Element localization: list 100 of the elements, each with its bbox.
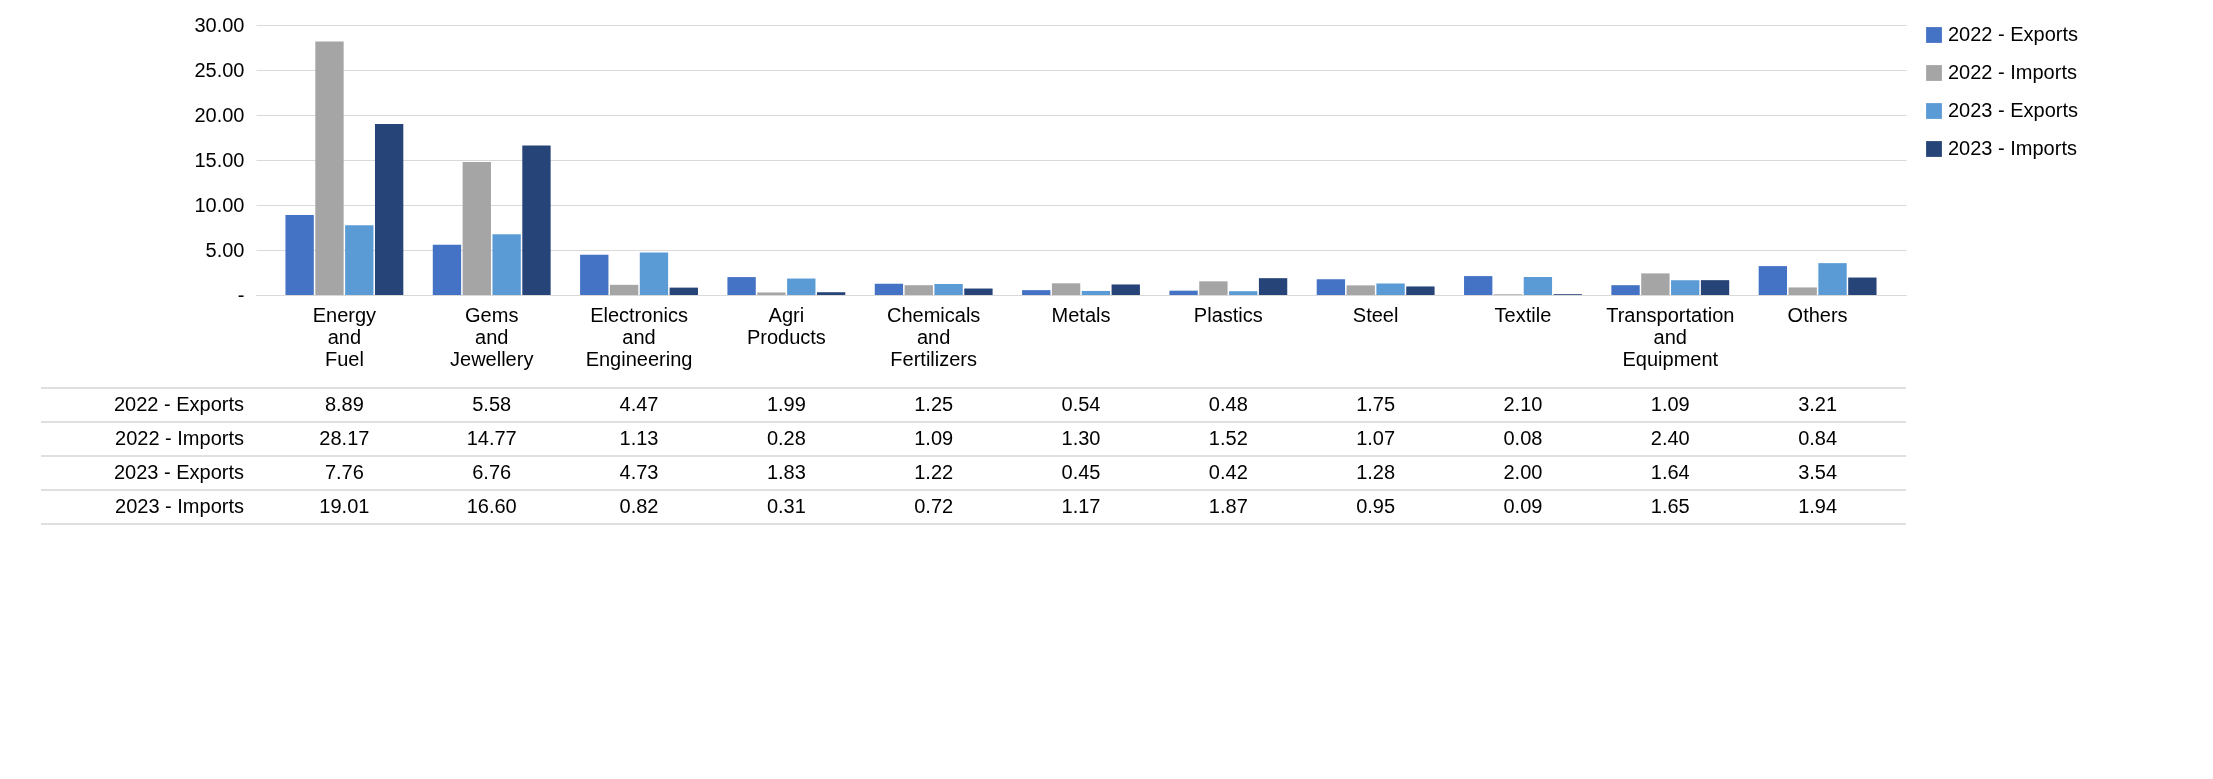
data-label: 0.82	[619, 495, 659, 517]
data-label: 3.54	[1798, 461, 1838, 483]
bar	[874, 283, 904, 295]
bar	[1376, 283, 1405, 295]
bar	[816, 292, 846, 295]
data-label: 19.01	[319, 495, 370, 517]
data-label: 14.77	[466, 427, 517, 449]
data-label: 0.08	[1503, 427, 1543, 449]
bar	[1641, 273, 1670, 295]
y-tick-label: 15.00	[194, 148, 245, 171]
bar	[1258, 278, 1288, 295]
data-label: 2.10	[1503, 393, 1543, 415]
bar	[580, 254, 609, 295]
data-label: 1.52	[1208, 427, 1248, 449]
data-label: 1.75	[1356, 393, 1396, 415]
data-label: 1.64	[1650, 461, 1690, 483]
data-label: 2.40	[1650, 427, 1690, 449]
bar	[1316, 279, 1346, 295]
bar	[345, 225, 374, 295]
data-label: 0.48	[1208, 393, 1248, 415]
data-label: 0.45	[1061, 461, 1101, 483]
bar	[1051, 283, 1081, 295]
data-label: 6.76	[472, 461, 512, 483]
x-tick-label: Plastics	[1193, 303, 1263, 326]
x-tick-label: Chemicals and Fertilizers	[887, 303, 981, 370]
bar	[1671, 280, 1700, 295]
data-label: 1.13	[619, 427, 659, 449]
data-label: 0.42	[1208, 461, 1248, 483]
bar	[1346, 285, 1375, 295]
data-label: 0.28	[766, 427, 806, 449]
bar	[1818, 263, 1847, 295]
data-label: 5.58	[472, 393, 512, 415]
x-tick-label: Gems and Jewellery	[450, 303, 534, 370]
y-tick-label: 20.00	[194, 103, 245, 126]
data-label: 1.99	[766, 393, 806, 415]
data-label: 4.73	[619, 461, 659, 483]
data-label: 16.60	[466, 495, 517, 517]
x-tick-label: Transportation and Equipment	[1606, 303, 1735, 370]
bar	[1229, 291, 1258, 295]
data-label: 1.65	[1650, 495, 1690, 517]
x-tick-label: Energy and Fuel	[312, 303, 377, 370]
text: 2022 - Imports	[115, 427, 244, 449]
data-label: 0.95	[1356, 495, 1396, 517]
bar	[1169, 290, 1198, 295]
x-tick-label: Steel	[1352, 303, 1399, 326]
data-label: 1.07	[1356, 427, 1396, 449]
data-label: 1.87	[1208, 495, 1248, 517]
x-tick-label: Others	[1787, 303, 1848, 326]
legend-label: 2022 - Imports	[1948, 61, 2077, 83]
data-label: 0.09	[1503, 495, 1543, 517]
y-tick-label: 10.00	[194, 193, 245, 216]
bar	[374, 123, 404, 295]
bar	[639, 252, 669, 295]
data-label: 1.94	[1798, 495, 1838, 517]
bar	[1406, 286, 1435, 295]
data-label: 0.84	[1798, 427, 1838, 449]
bar	[1848, 277, 1877, 295]
bar	[315, 41, 344, 295]
text: 2023 - Imports	[115, 495, 244, 517]
bar	[1523, 277, 1553, 295]
bar	[1788, 287, 1817, 295]
y-tick-label: 5.00	[205, 238, 245, 261]
bar	[1111, 284, 1140, 295]
bar	[462, 162, 491, 295]
data-label: 1.17	[1061, 495, 1101, 517]
bar	[1022, 290, 1051, 295]
data-label: 0.54	[1061, 393, 1101, 415]
data-label: 8.89	[324, 393, 364, 415]
bar	[787, 278, 816, 295]
x-tick-label: Metals	[1051, 303, 1111, 326]
bar	[522, 145, 551, 295]
bar	[1700, 280, 1730, 295]
y-tick-label: -	[237, 283, 245, 306]
data-label: 1.30	[1061, 427, 1101, 449]
text: 2022 - Exports	[113, 393, 244, 415]
data-label: 1.28	[1356, 461, 1396, 483]
bar	[1758, 266, 1788, 295]
data-label: 1.22	[914, 461, 954, 483]
bar	[1464, 276, 1493, 295]
legend-label: 2023 - Exports	[1948, 99, 2079, 121]
data-label: 1.25	[914, 393, 954, 415]
data-label: 1.83	[766, 461, 806, 483]
bar	[727, 277, 756, 295]
bar	[432, 244, 462, 295]
bar	[609, 284, 639, 295]
legend-label: 2023 - Imports	[1948, 137, 2077, 159]
data-label: 2.00	[1503, 461, 1543, 483]
x-tick-label: Agri Products	[746, 303, 826, 348]
data-label: 4.47	[619, 393, 659, 415]
bar	[934, 284, 963, 295]
bar	[1611, 285, 1640, 295]
bar	[904, 285, 933, 295]
bar	[492, 234, 521, 295]
bar	[669, 287, 698, 295]
bar	[964, 288, 993, 295]
data-label: 0.72	[914, 495, 954, 517]
x-tick-label: Electronics and Engineering	[585, 303, 693, 370]
y-tick-label: 30.00	[194, 13, 245, 36]
bar	[1199, 281, 1228, 295]
y-tick-label: 25.00	[194, 58, 245, 81]
